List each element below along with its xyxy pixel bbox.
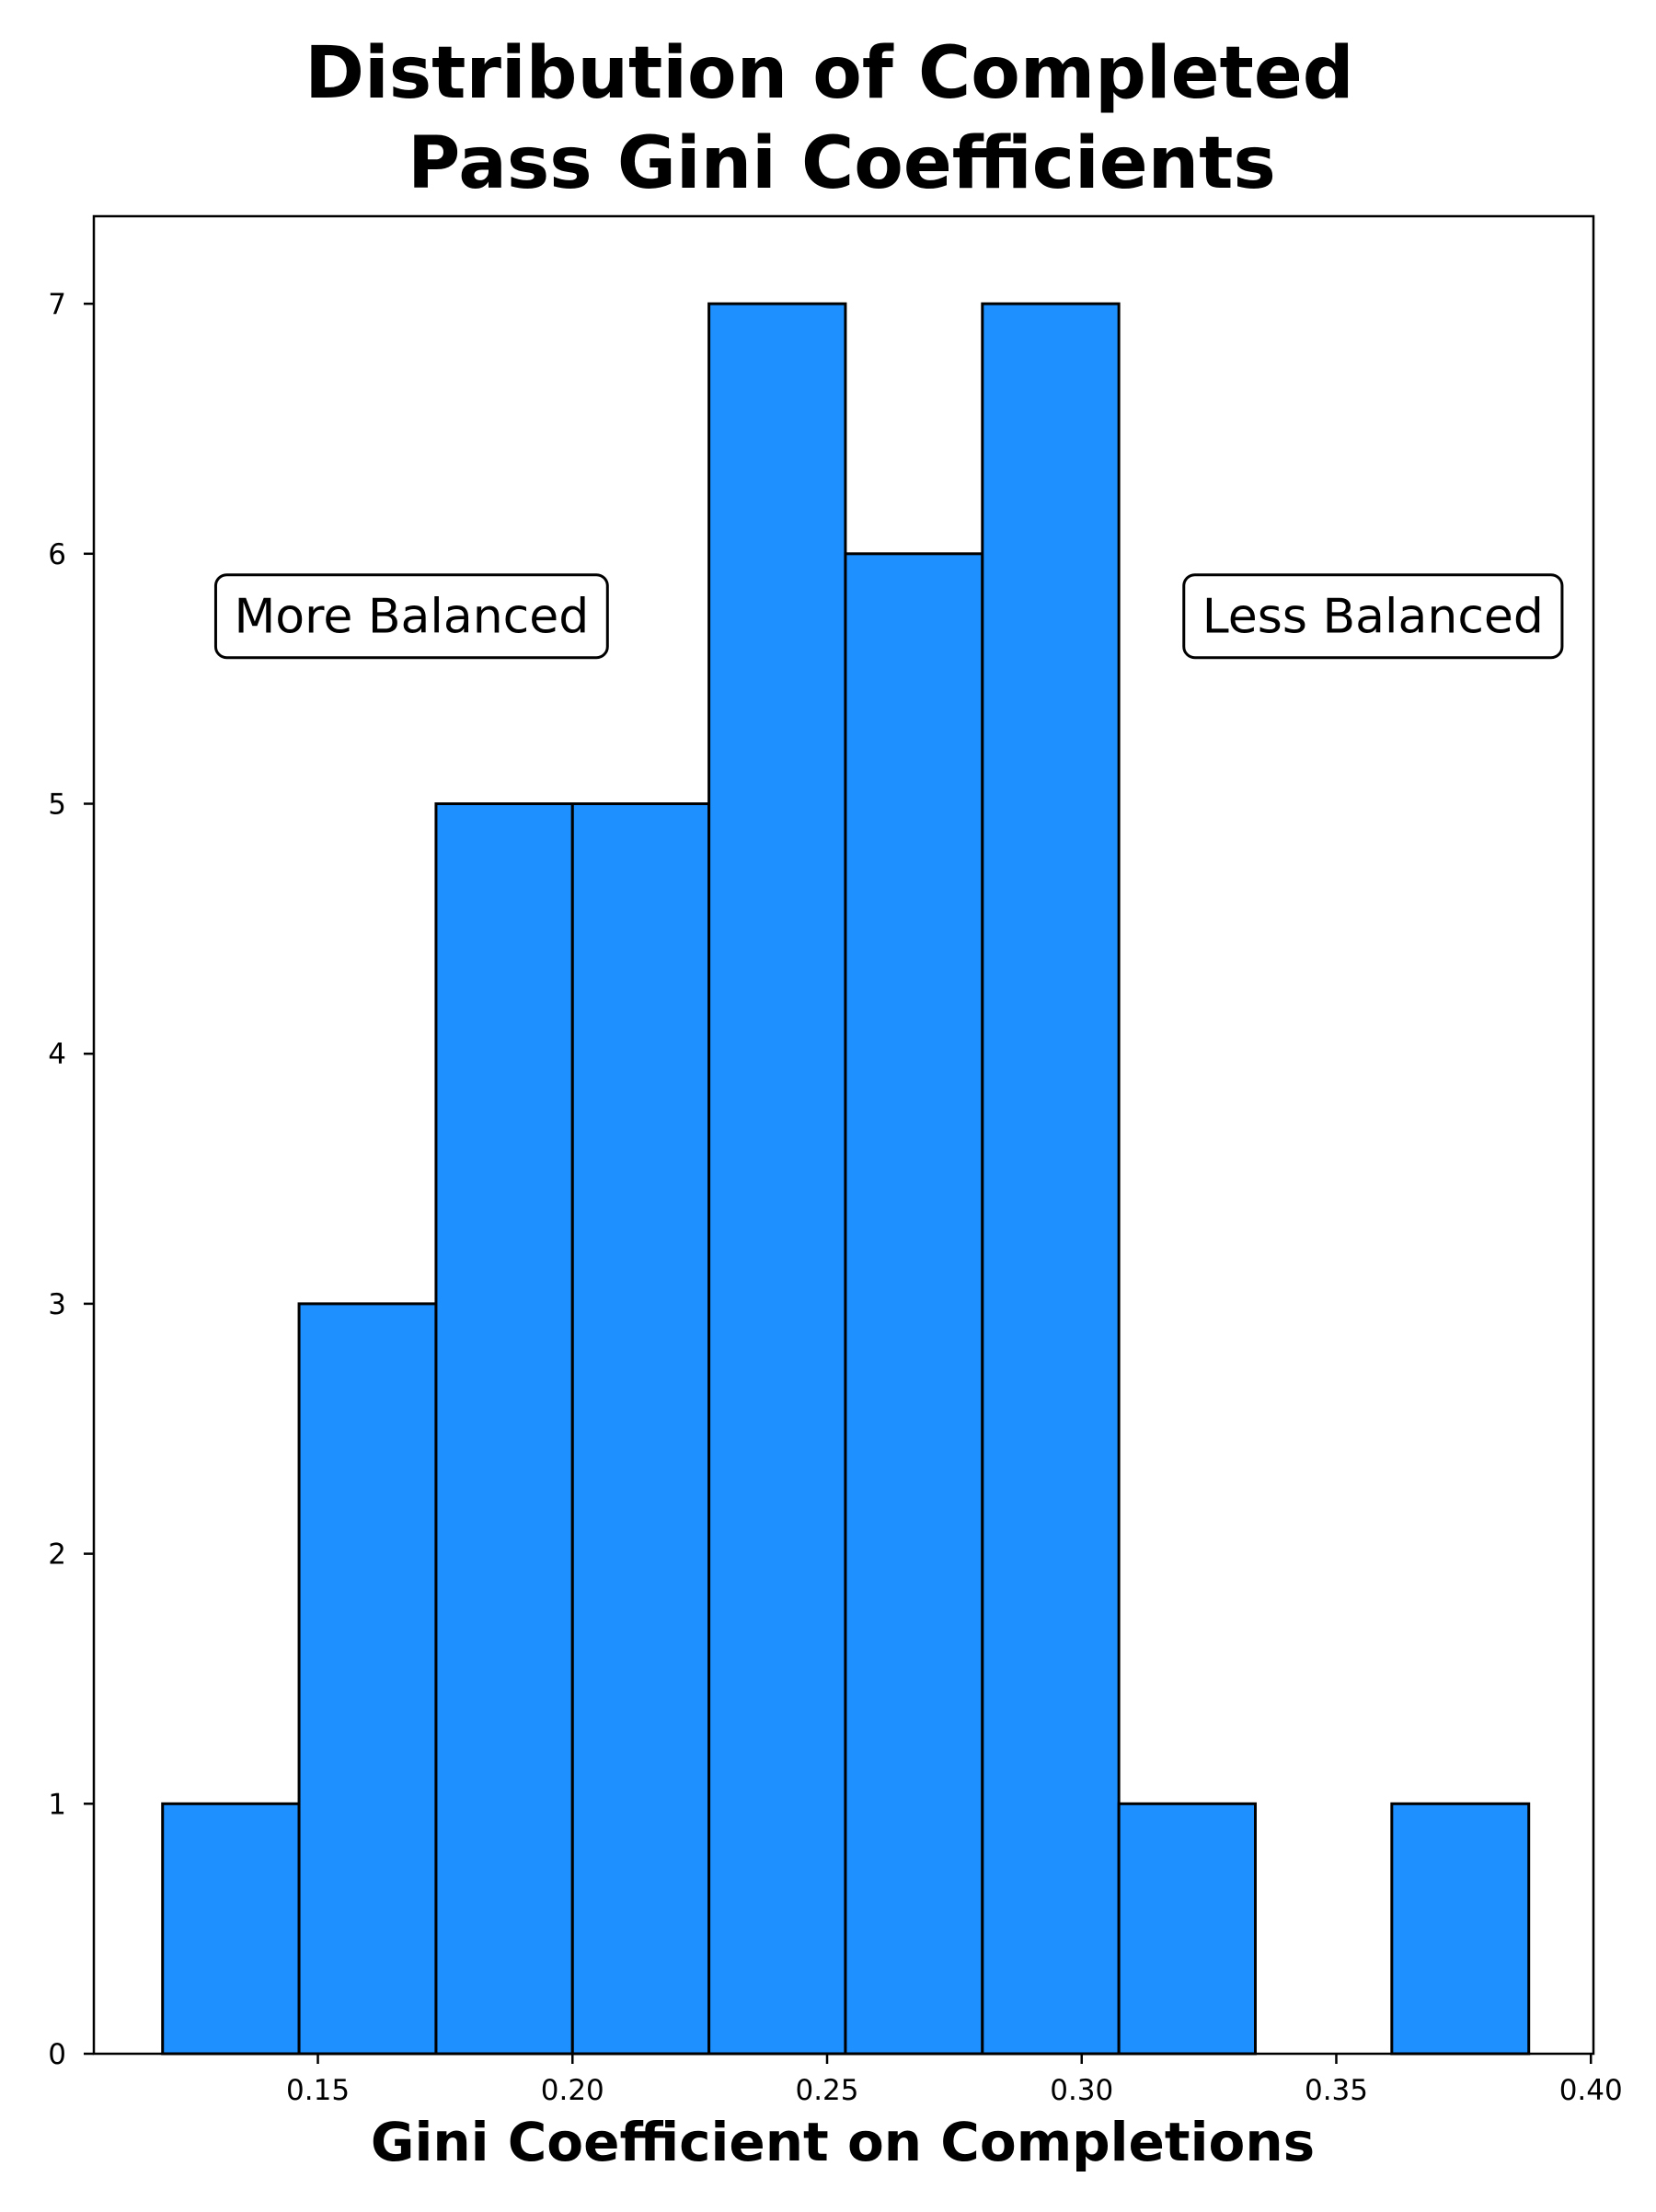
histogram-bar-2 (434, 802, 574, 2056)
histogram-bar-6 (981, 302, 1121, 2056)
histogram-bar-5 (844, 552, 984, 2056)
annotation-0: More Balanced (213, 573, 609, 660)
y-tick-label-6: 6 (48, 538, 66, 571)
annotation-label-1: Less Balanced (1202, 590, 1544, 645)
histogram-bar-4 (707, 302, 847, 2056)
axes-group (92, 214, 1595, 2056)
ticks-group: 0.15 0.20 0.25 0.30 0.35 0.40 0 1 2 3 4 5 6 7 (48, 288, 1622, 2107)
bars-group (161, 302, 1531, 2056)
y-tick-label-2: 2 (48, 1538, 66, 1572)
chart-title-line-2: Pass Gini Coefficients (408, 122, 1276, 205)
x-tick-label-2: 0.25 (795, 2074, 858, 2107)
x-tick-label-3: 0.30 (1050, 2074, 1113, 2107)
annotation-1: Less Balanced (1182, 573, 1564, 660)
chart-title: Distribution of Completed Pass Gini Coef… (305, 32, 1379, 205)
histogram-bar-1 (297, 1302, 438, 2056)
histogram-bar-9 (1390, 1802, 1531, 2056)
x-tick-label-1: 0.20 (541, 2074, 604, 2107)
y-tick-label-0: 0 (48, 2038, 66, 2071)
y-tick-label-3: 3 (48, 1288, 66, 1321)
y-tick-label-5: 5 (48, 788, 66, 821)
x-tick-label-4: 0.35 (1305, 2074, 1368, 2107)
histogram-bar-0 (161, 1802, 301, 2056)
histogram-bar-7 (1117, 1802, 1257, 2056)
y-tick-label-7: 7 (48, 288, 66, 321)
chart-title-line-1: Distribution of Completed (305, 32, 1353, 115)
histogram-bar-3 (570, 802, 711, 2056)
x-tick-label-5: 0.40 (1559, 2074, 1623, 2107)
annotations-group: More Balanced Less Balanced (213, 573, 1564, 660)
annotation-label-0: More Balanced (234, 590, 589, 645)
annotation-box-1 (1182, 573, 1564, 660)
x-axis-label: Gini Coefficient on Completions (371, 2111, 1315, 2173)
plot-frame (92, 214, 1595, 2056)
y-tick-label-1: 1 (48, 1788, 66, 1821)
x-tick-label-0: 0.15 (286, 2074, 350, 2107)
y-tick-label-4: 4 (48, 1038, 66, 1071)
annotation-box-0 (213, 573, 609, 660)
